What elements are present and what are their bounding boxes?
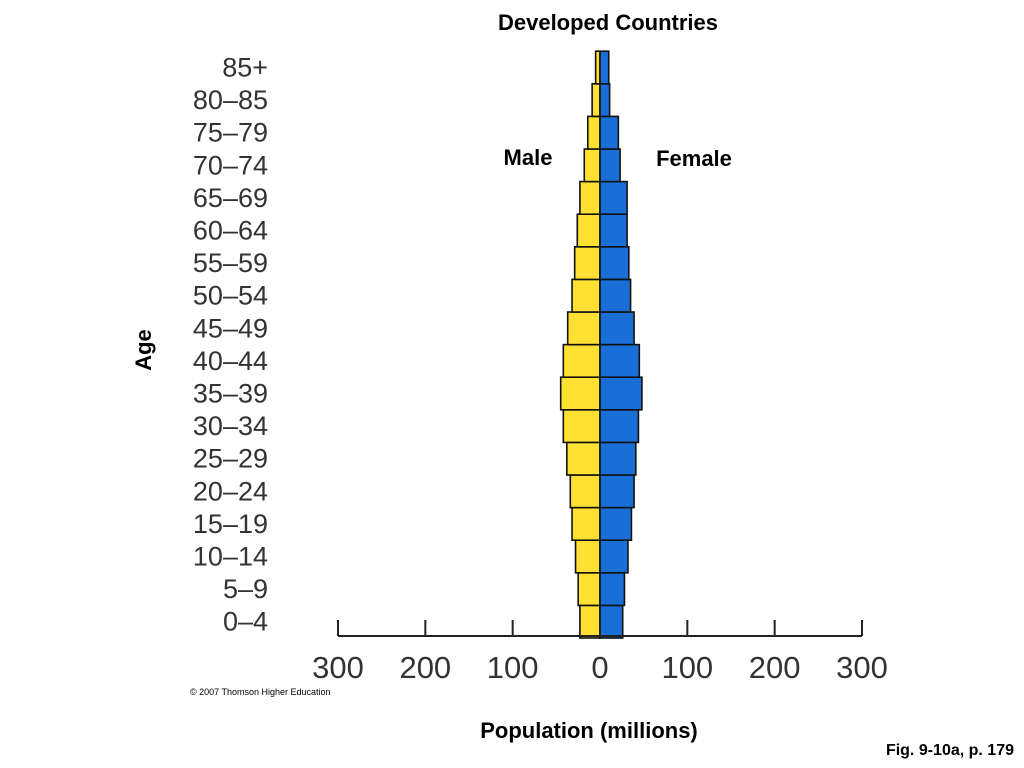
y-axis-label: Age bbox=[131, 329, 156, 371]
age-tick-label: 50–54 bbox=[193, 281, 268, 311]
female-bar-40–44 bbox=[599, 343, 641, 379]
male-bar-60–64 bbox=[576, 213, 601, 248]
female-bar-85+ bbox=[599, 50, 610, 85]
figure-caption: Fig. 9-10a, p. 179 bbox=[886, 742, 1014, 759]
male-bar-15–19 bbox=[571, 506, 601, 542]
x-axis: 300 200 100 0 100 200 300 bbox=[312, 620, 888, 685]
male-bar-35–39 bbox=[559, 376, 601, 411]
female-bar-80–85 bbox=[599, 83, 611, 118]
male-bar-45–49 bbox=[566, 311, 601, 346]
female-bar-25–29 bbox=[599, 441, 637, 476]
male-bar-0–4 bbox=[579, 604, 601, 639]
male-bar-5–9 bbox=[577, 571, 601, 607]
age-tick-label: 75–79 bbox=[193, 118, 268, 148]
male-bar-25–29 bbox=[566, 441, 601, 476]
male-bar-55–59 bbox=[573, 246, 601, 281]
x-tick-label: 0 bbox=[591, 650, 608, 685]
male-bar-20–24 bbox=[569, 474, 601, 509]
x-tick-label: 200 bbox=[749, 650, 801, 685]
x-tick-label: 100 bbox=[661, 650, 713, 685]
age-tick-label: 60–64 bbox=[193, 216, 268, 246]
age-tick-label: 80–85 bbox=[193, 85, 268, 115]
x-tick-label: 200 bbox=[399, 650, 451, 685]
x-axis-label: Population (millions) bbox=[480, 718, 698, 743]
female-label: Female bbox=[656, 146, 732, 171]
female-bar-10–14 bbox=[599, 539, 629, 574]
age-tick-label: 10–14 bbox=[193, 542, 268, 572]
age-tick-label: 70–74 bbox=[193, 150, 268, 180]
x-tick-label: 300 bbox=[312, 650, 364, 685]
age-tick-label: 35–39 bbox=[193, 379, 268, 409]
female-bar-60–64 bbox=[599, 213, 628, 248]
pyramid-bars bbox=[559, 50, 643, 639]
x-tick-label: 300 bbox=[836, 650, 888, 685]
copyright-text: © 2007 Thomson Higher Education bbox=[190, 687, 331, 697]
female-bar-45–49 bbox=[599, 311, 635, 346]
age-tick-label: 20–24 bbox=[193, 476, 268, 506]
age-tick-label: 65–69 bbox=[193, 183, 268, 213]
female-bar-20–24 bbox=[599, 474, 635, 509]
female-bar-30–34 bbox=[599, 408, 640, 444]
male-bar-30–34 bbox=[562, 408, 601, 444]
age-tick-label: 0–4 bbox=[223, 607, 268, 637]
male-label: Male bbox=[504, 145, 553, 170]
female-bar-50–54 bbox=[599, 278, 632, 313]
female-bar-35–39 bbox=[599, 376, 643, 411]
age-tick-label: 40–44 bbox=[193, 346, 268, 376]
chart-title: Developed Countries bbox=[498, 10, 718, 35]
age-tick-label: 55–59 bbox=[193, 248, 268, 278]
male-bar-40–44 bbox=[562, 343, 601, 379]
age-tick-label: 25–29 bbox=[193, 444, 268, 474]
age-tick-label: 30–34 bbox=[193, 411, 268, 441]
male-bar-50–54 bbox=[571, 278, 601, 313]
male-bar-75–79 bbox=[586, 115, 601, 150]
male-bar-80–85 bbox=[591, 83, 601, 118]
age-tick-label: 15–19 bbox=[193, 509, 268, 539]
age-tick-labels: 0–45–910–1415–1920–2425–2930–3435–3940–4… bbox=[193, 53, 268, 637]
female-bar-0–4 bbox=[599, 604, 624, 639]
male-bar-70–74 bbox=[583, 148, 601, 183]
male-bar-65–69 bbox=[579, 180, 601, 216]
male-bar-10–14 bbox=[574, 539, 601, 574]
age-tick-label: 45–49 bbox=[193, 313, 268, 343]
female-bar-5–9 bbox=[599, 571, 626, 607]
female-bar-65–69 bbox=[599, 180, 628, 216]
age-tick-label: 5–9 bbox=[223, 574, 268, 604]
female-bar-55–59 bbox=[599, 246, 630, 281]
female-bar-75–79 bbox=[599, 115, 620, 150]
x-tick-label: 100 bbox=[487, 650, 539, 685]
female-bar-70–74 bbox=[599, 148, 621, 183]
age-tick-label: 85+ bbox=[222, 53, 268, 83]
female-bar-15–19 bbox=[599, 506, 633, 542]
